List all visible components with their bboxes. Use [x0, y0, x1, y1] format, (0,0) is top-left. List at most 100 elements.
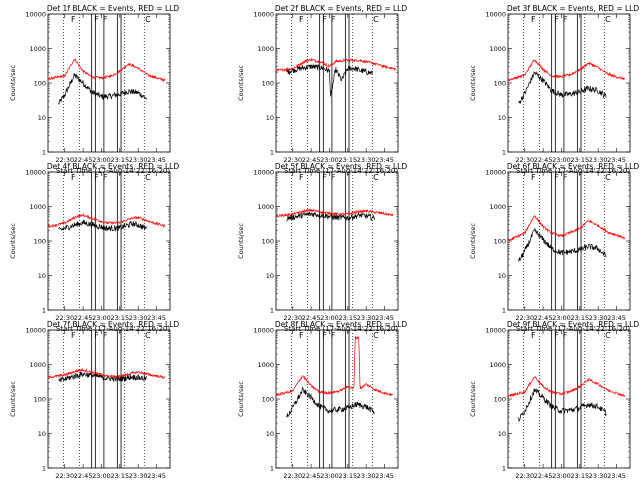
- y-tick-label: 10000: [25, 327, 46, 335]
- x-tick-label: 23:30: [129, 472, 148, 480]
- events-series-line: [518, 388, 607, 423]
- y-tick-label: 1000: [257, 45, 274, 53]
- panel-det-1: Det 1f BLACK = Events, RED = LLD Counts/s…: [9, 4, 179, 175]
- marker-letter: F: [554, 173, 559, 182]
- x-tick-label: 23:15: [338, 314, 357, 322]
- y-tick-label: 1: [502, 149, 506, 157]
- lld-series-line: [47, 212, 166, 229]
- plot-frame: [47, 329, 171, 469]
- x-tick-label: 22:30: [55, 314, 74, 322]
- y-tick-label: 1: [270, 149, 274, 157]
- panel-det-7: Det 7f BLACK = Events, RED = LLD Counts/s…: [9, 320, 179, 480]
- events-series-line: [58, 220, 147, 233]
- panel-det-9: Det 9f BLACK = Events, RED = LLD Counts/s…: [469, 320, 639, 480]
- x-tick-label: 23:00: [320, 156, 339, 164]
- marker-letter: F: [322, 15, 327, 24]
- marker-letter: C: [145, 331, 151, 340]
- x-tick-label: 23:30: [589, 472, 608, 480]
- x-axis-label: Start Time (17-Aug-14 22:16:20): [516, 167, 630, 175]
- marker-letter: F: [71, 15, 76, 24]
- y-tick-label: 1: [270, 465, 274, 473]
- marker-letter: F: [94, 331, 99, 340]
- y-tick-label: 10: [498, 272, 506, 280]
- x-tick-label: 22:45: [74, 472, 93, 480]
- x-tick-label: 23:15: [338, 156, 357, 164]
- y-tick-label: 10: [266, 430, 274, 438]
- x-tick-label: 23:30: [589, 156, 608, 164]
- lld-series-line: [47, 58, 166, 83]
- marker-letter: C: [373, 331, 379, 340]
- x-tick-label: 23:30: [129, 314, 148, 322]
- panel-det-5: Det 5f BLACK = Events, RED = LLD Counts/s…: [237, 162, 407, 333]
- y-tick-label: 10000: [25, 169, 46, 177]
- x-tick-label: 23:45: [147, 156, 166, 164]
- y-axis-label: Counts/sec: [9, 65, 17, 101]
- y-axis-label: Counts/sec: [469, 381, 477, 417]
- x-tick-label: 23:00: [92, 314, 111, 322]
- marker-letter: F: [331, 331, 336, 340]
- x-tick-label: 22:30: [515, 472, 534, 480]
- y-axis-label: Counts/sec: [9, 381, 17, 417]
- events-series-line: [518, 70, 607, 104]
- panel-title: Det 8f BLACK = Events, RED = LLD: [275, 320, 408, 329]
- marker-letter: F: [103, 173, 108, 182]
- y-axis-label: Counts/sec: [237, 65, 245, 101]
- x-tick-label: 23:30: [357, 156, 376, 164]
- y-tick-label: 1000: [489, 361, 506, 369]
- x-tick-label: 22:45: [302, 314, 321, 322]
- marker-letter: F: [299, 331, 304, 340]
- lld-series-line: [275, 336, 394, 397]
- marker-letter: C: [373, 173, 379, 182]
- y-tick-label: 10: [266, 114, 274, 122]
- x-tick-label: 22:30: [55, 472, 74, 480]
- x-axis-label: Start Time (17-Aug-14 22:16:20): [284, 167, 398, 175]
- x-axis-label: Start Time (17-Aug-14 22:16:20): [56, 167, 170, 175]
- plot-frame: [507, 13, 631, 153]
- x-tick-label: 23:15: [338, 472, 357, 480]
- y-tick-label: 1: [502, 307, 506, 315]
- plot-frame: [275, 329, 399, 469]
- x-tick-label: 23:15: [570, 472, 589, 480]
- lld-series-line: [507, 59, 626, 82]
- marker-letter: F: [531, 15, 536, 24]
- y-tick-label: 1000: [257, 361, 274, 369]
- x-tick-label: 23:15: [110, 156, 129, 164]
- x-tick-label: 22:45: [534, 156, 553, 164]
- y-axis-label: Counts/sec: [469, 223, 477, 259]
- x-tick-label: 22:45: [534, 314, 553, 322]
- y-tick-label: 1000: [489, 45, 506, 53]
- lld-series-line: [275, 208, 394, 218]
- marker-letter: F: [299, 15, 304, 24]
- marker-letter: F: [554, 15, 559, 24]
- marker-letter: F: [531, 173, 536, 182]
- panel-title: Det 1f BLACK = Events, RED = LLD: [47, 4, 180, 13]
- x-tick-label: 23:30: [357, 472, 376, 480]
- y-tick-label: 100: [34, 396, 46, 404]
- y-tick-label: 1000: [29, 361, 46, 369]
- panel-title: Det 4f BLACK = Events, RED = LLD: [47, 162, 180, 171]
- marker-letter: C: [145, 173, 151, 182]
- x-tick-label: 23:00: [320, 314, 339, 322]
- x-tick-label: 23:45: [607, 314, 626, 322]
- events-series-line: [58, 73, 147, 105]
- x-tick-label: 22:45: [74, 156, 93, 164]
- x-tick-label: 23:45: [147, 472, 166, 480]
- y-tick-label: 10: [498, 430, 506, 438]
- x-axis-label: Start Time (17-Aug-14 22:16:20): [516, 325, 630, 333]
- x-tick-label: 23:45: [607, 472, 626, 480]
- panel-title: Det 9f BLACK = Events, RED = LLD: [507, 320, 640, 329]
- events-series-line: [58, 371, 147, 383]
- y-tick-label: 1: [42, 307, 46, 315]
- y-tick-label: 100: [494, 80, 506, 88]
- x-tick-label: 22:45: [302, 472, 321, 480]
- plot-frame: [47, 13, 171, 153]
- marker-letter: F: [563, 15, 568, 24]
- x-tick-label: 23:00: [552, 472, 571, 480]
- marker-letter: C: [605, 15, 611, 24]
- x-axis-label: Start Time (17-Aug-14 22:16:20): [284, 325, 398, 333]
- x-axis-label: Start Time (17-Aug-14 22:16:20): [56, 325, 170, 333]
- y-tick-label: 100: [262, 80, 274, 88]
- marker-letter: F: [554, 331, 559, 340]
- marker-letter: F: [71, 331, 76, 340]
- y-axis-label: Counts/sec: [237, 223, 245, 259]
